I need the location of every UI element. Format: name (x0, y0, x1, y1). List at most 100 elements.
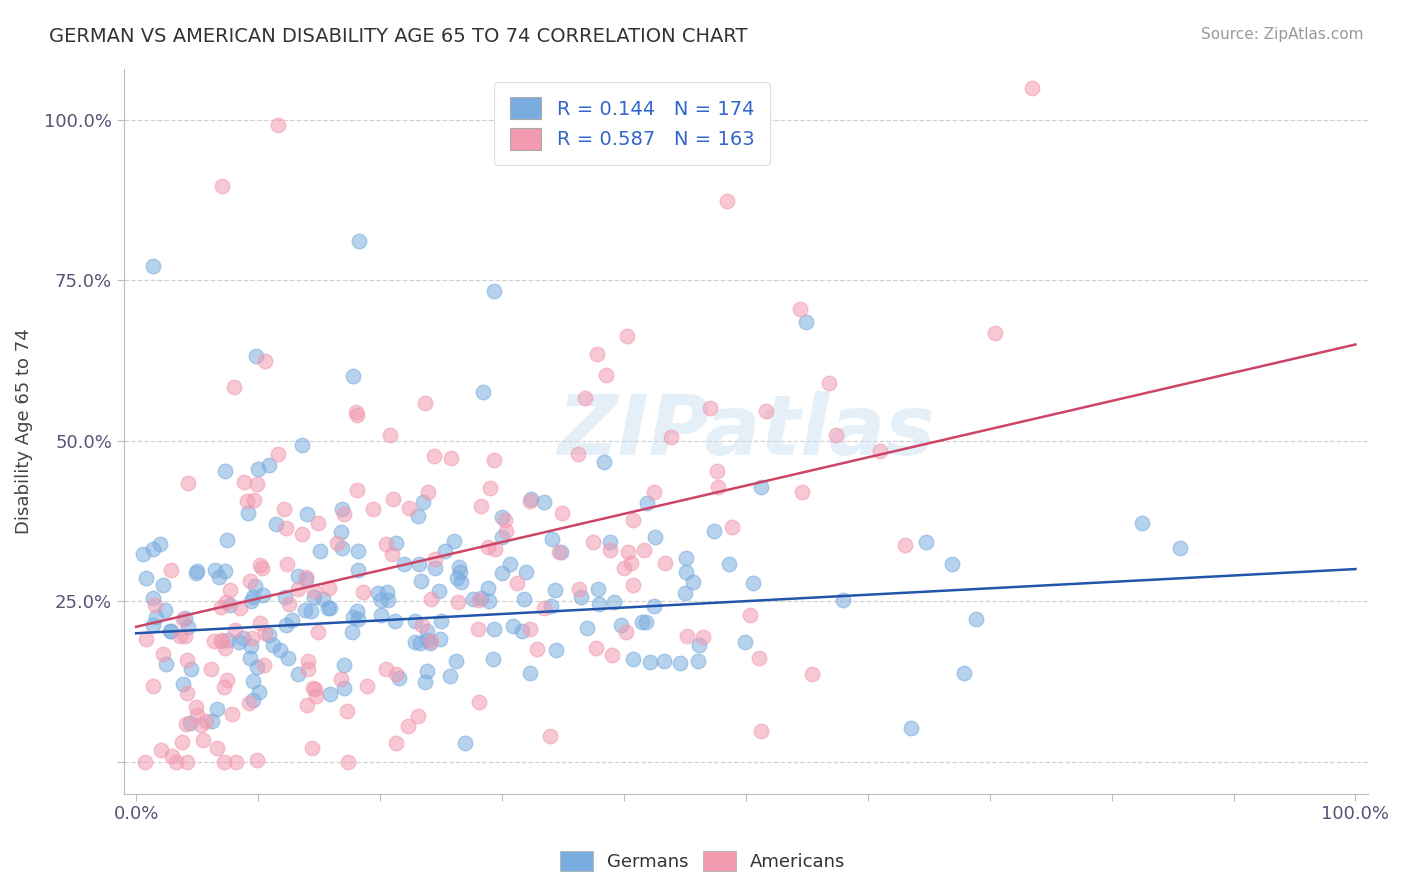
Point (585, 640, 607, 655)
Point (1168, 541, 1191, 555)
Point (478, 593, 501, 607)
Point (186, 707, 208, 722)
Point (245, 477, 267, 491)
Point (599, 534, 621, 549)
Point (297, 654, 319, 668)
Point (430, 614, 453, 628)
Point (801, 666, 824, 681)
Point (174, 716, 197, 731)
Point (398, 501, 420, 516)
Point (217, 673, 239, 687)
Point (375, 662, 398, 676)
Point (716, 194, 738, 208)
Point (214, 755, 236, 769)
Point (593, 455, 616, 469)
Point (204, 563, 226, 577)
Point (470, 591, 492, 606)
Point (207, 701, 229, 715)
Legend: Germans, Americans: Germans, Americans (553, 844, 853, 879)
Point (344, 405, 367, 419)
Point (429, 632, 451, 647)
Point (654, 556, 676, 570)
Point (346, 604, 368, 618)
Point (412, 494, 434, 508)
Point (299, 604, 322, 618)
Point (692, 630, 714, 644)
Point (621, 577, 644, 591)
Point (384, 614, 406, 628)
Point (277, 597, 299, 611)
Point (316, 601, 339, 615)
Point (336, 705, 359, 719)
Point (384, 536, 406, 550)
Point (392, 557, 415, 571)
Point (132, 547, 155, 561)
Point (423, 561, 446, 575)
Point (332, 507, 354, 521)
Point (342, 624, 364, 639)
Point (172, 612, 194, 626)
Point (212, 680, 235, 694)
Point (160, 563, 183, 577)
Point (498, 557, 520, 571)
Point (142, 259, 165, 273)
Point (413, 396, 436, 410)
Point (142, 679, 165, 693)
Point (269, 642, 291, 657)
Point (312, 591, 335, 606)
Point (520, 492, 543, 507)
Point (384, 736, 406, 750)
Text: ZIPatlas: ZIPatlas (557, 391, 935, 472)
Point (332, 681, 354, 696)
Point (222, 380, 245, 394)
Point (467, 592, 489, 607)
Point (620, 556, 643, 570)
Point (616, 625, 638, 640)
Point (749, 724, 772, 739)
Point (249, 558, 271, 573)
Point (305, 689, 328, 703)
Point (346, 543, 368, 558)
Point (273, 502, 295, 516)
Point (239, 651, 262, 665)
Point (333, 658, 356, 673)
Point (319, 601, 342, 615)
Point (238, 507, 260, 521)
Point (252, 657, 274, 672)
Point (468, 695, 491, 709)
Point (342, 369, 364, 384)
Point (347, 611, 370, 625)
Point (347, 234, 370, 248)
Point (186, 564, 208, 578)
Point (404, 614, 426, 628)
Point (240, 631, 263, 645)
Point (297, 662, 319, 676)
Point (494, 513, 516, 527)
Point (749, 480, 772, 494)
Point (319, 687, 342, 701)
Point (1021, 80, 1043, 95)
Point (214, 641, 236, 656)
Point (291, 438, 314, 452)
Point (211, 632, 233, 647)
Point (586, 346, 609, 360)
Point (443, 534, 465, 549)
Point (603, 595, 626, 609)
Point (396, 719, 419, 733)
Point (172, 676, 194, 690)
Point (253, 354, 276, 368)
Point (796, 315, 818, 329)
Text: Source: ZipAtlas.com: Source: ZipAtlas.com (1201, 27, 1364, 42)
Point (717, 557, 740, 571)
Point (295, 573, 318, 587)
Point (630, 615, 652, 629)
Point (447, 595, 470, 609)
Point (569, 591, 592, 605)
Point (374, 537, 396, 551)
Point (195, 714, 218, 729)
Point (449, 565, 471, 579)
Point (406, 709, 429, 723)
Point (621, 513, 644, 527)
Point (329, 524, 352, 539)
Point (540, 533, 562, 547)
